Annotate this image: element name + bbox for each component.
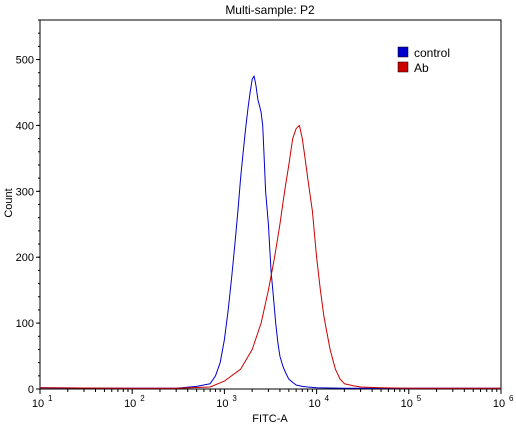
legend: control Ab [397, 46, 450, 75]
x-tick-exponent: 6 [509, 394, 514, 403]
legend-label-control: control [414, 46, 450, 60]
chart-title: Multi-sample: P2 [225, 3, 315, 17]
series-line-control [39, 75, 501, 389]
x-tick-label: 10 [124, 398, 136, 410]
x-tick-label: 10 [493, 398, 505, 410]
x-tick-label: 10 [401, 398, 413, 410]
x-tick-exponent: 1 [48, 394, 53, 403]
x-tick-exponent: 4 [325, 394, 330, 403]
y-tick-label: 500 [16, 55, 34, 67]
y-axis: 0 100 200 300 400 500 [16, 19, 40, 396]
x-tick-label: 10 [216, 398, 228, 410]
y-tick-label: 400 [16, 120, 34, 132]
legend-label-ab: Ab [414, 61, 429, 75]
series-line-ab [39, 124, 501, 389]
y-tick-label: 300 [16, 186, 34, 198]
series-layer [39, 75, 501, 389]
y-axis-label: Count [3, 188, 15, 217]
legend-swatch-ab [397, 61, 409, 73]
x-tick-exponent: 2 [140, 394, 145, 403]
legend-swatch-control [397, 46, 409, 58]
y-tick-label: 0 [28, 384, 34, 396]
x-tick-exponent: 3 [232, 394, 237, 403]
plot-frame [39, 19, 502, 390]
x-tick-label: 10 [32, 398, 44, 410]
y-tick-label: 100 [16, 318, 34, 330]
x-axis-label: FITC-A [252, 413, 288, 425]
x-axis: 10 1 10 2 10 3 10 4 10 5 10 6 [32, 389, 514, 410]
x-tick-label: 10 [308, 398, 320, 410]
x-tick-exponent: 5 [417, 394, 422, 403]
y-tick-label: 200 [16, 252, 34, 264]
